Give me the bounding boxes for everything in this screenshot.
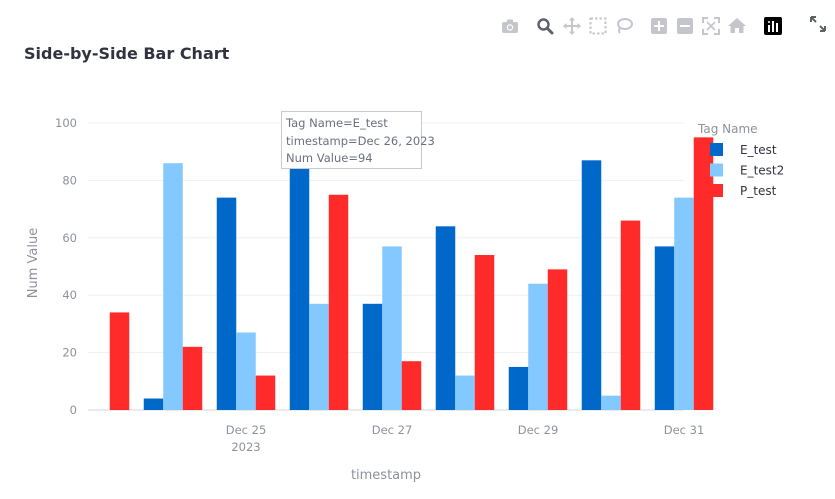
bar-e-test2[interactable] [455, 375, 475, 410]
reset-axes-icon[interactable] [725, 14, 749, 38]
legend-item-e-test[interactable]: E_test [710, 143, 777, 157]
x-tick-label: Dec 29 [518, 423, 559, 437]
y-tick-label: 20 [62, 346, 77, 360]
legend-title: Tag Name [697, 122, 758, 136]
bar-e-test2[interactable] [163, 163, 183, 410]
y-tick-label: 60 [62, 231, 77, 245]
tooltip-line-value: Num Value=94 [286, 151, 373, 165]
legend-swatch [710, 163, 723, 177]
bar-e-test[interactable] [289, 140, 310, 410]
bar-p-test[interactable] [328, 194, 349, 410]
fullscreen-icon[interactable] [806, 12, 830, 36]
bar-e-test[interactable] [216, 197, 237, 410]
bar-e-test[interactable] [508, 366, 529, 410]
bar-e-test2[interactable] [382, 246, 402, 410]
bar-e-test[interactable] [654, 246, 675, 410]
autoscale-icon[interactable] [699, 14, 723, 38]
bar-p-test[interactable] [474, 255, 495, 410]
x-tick-label: Dec 31 [664, 423, 705, 437]
legend-label: E_test2 [740, 164, 784, 178]
camera-icon[interactable] [498, 14, 522, 38]
x-tick-label: Dec 27 [372, 423, 413, 437]
pan-icon[interactable] [560, 14, 584, 38]
y-tick-label: 40 [62, 288, 77, 302]
x-tick-labels: Dec 25 2023 Dec 27 Dec 29 Dec 31 [226, 423, 705, 454]
y-tick-label: 80 [62, 173, 77, 187]
zoom-icon[interactable] [533, 14, 557, 38]
y-tick-label: 100 [55, 116, 77, 130]
y-axis-label: Num Value [26, 228, 41, 298]
zoom-out-icon[interactable] [673, 14, 697, 38]
bar-e-test2[interactable] [236, 332, 256, 410]
legend-swatch [710, 184, 723, 197]
zoom-in-icon[interactable] [647, 14, 671, 38]
chart-title: Side-by-Side Bar Chart [24, 44, 230, 63]
plotly-logo-icon[interactable] [761, 14, 785, 38]
bar-p-test[interactable] [401, 361, 422, 410]
hover-tooltip: Tag Name=E_test timestamp=Dec 26, 2023 N… [281, 111, 435, 169]
y-tick-labels: 0 20 40 60 80 100 [55, 116, 77, 417]
lasso-select-icon[interactable] [612, 14, 636, 38]
legend-swatch [710, 143, 723, 156]
legend-item-p-test[interactable]: P_test [710, 184, 777, 198]
tooltip-line-timestamp: timestamp=Dec 26, 2023 [286, 133, 435, 148]
x-axis-label: timestamp [351, 468, 421, 483]
legend: Tag Name E_test E_test2 P_test [697, 122, 784, 198]
bar-p-test[interactable] [182, 346, 203, 410]
tooltip-line-tag: Tag Name=E_test [286, 116, 388, 130]
bar-p-test[interactable] [547, 269, 568, 410]
bar-e-test[interactable] [143, 398, 164, 410]
legend-label: E_test [740, 143, 777, 157]
bar-e-test2[interactable] [601, 395, 621, 410]
bar-e-test2[interactable] [528, 283, 548, 410]
bars [109, 137, 714, 410]
bar-e-test[interactable] [581, 160, 602, 410]
bar-e-test2[interactable] [674, 197, 694, 410]
bar-p-test[interactable] [255, 375, 276, 410]
y-tick-label: 0 [70, 403, 77, 417]
bar-p-test[interactable] [620, 220, 641, 410]
x-tick-label: Dec 25 [226, 423, 267, 437]
legend-item-e-test2[interactable]: E_test2 [710, 163, 784, 178]
box-select-icon[interactable] [586, 14, 610, 38]
bar-e-test[interactable] [362, 303, 383, 410]
legend-label: P_test [740, 184, 777, 198]
bar-e-test[interactable] [435, 226, 456, 410]
bar-e-test2[interactable] [309, 303, 329, 410]
x-tick-sublabel: 2023 [231, 440, 260, 454]
bar-p-test[interactable] [693, 137, 714, 410]
bar-p-test[interactable] [109, 312, 130, 410]
